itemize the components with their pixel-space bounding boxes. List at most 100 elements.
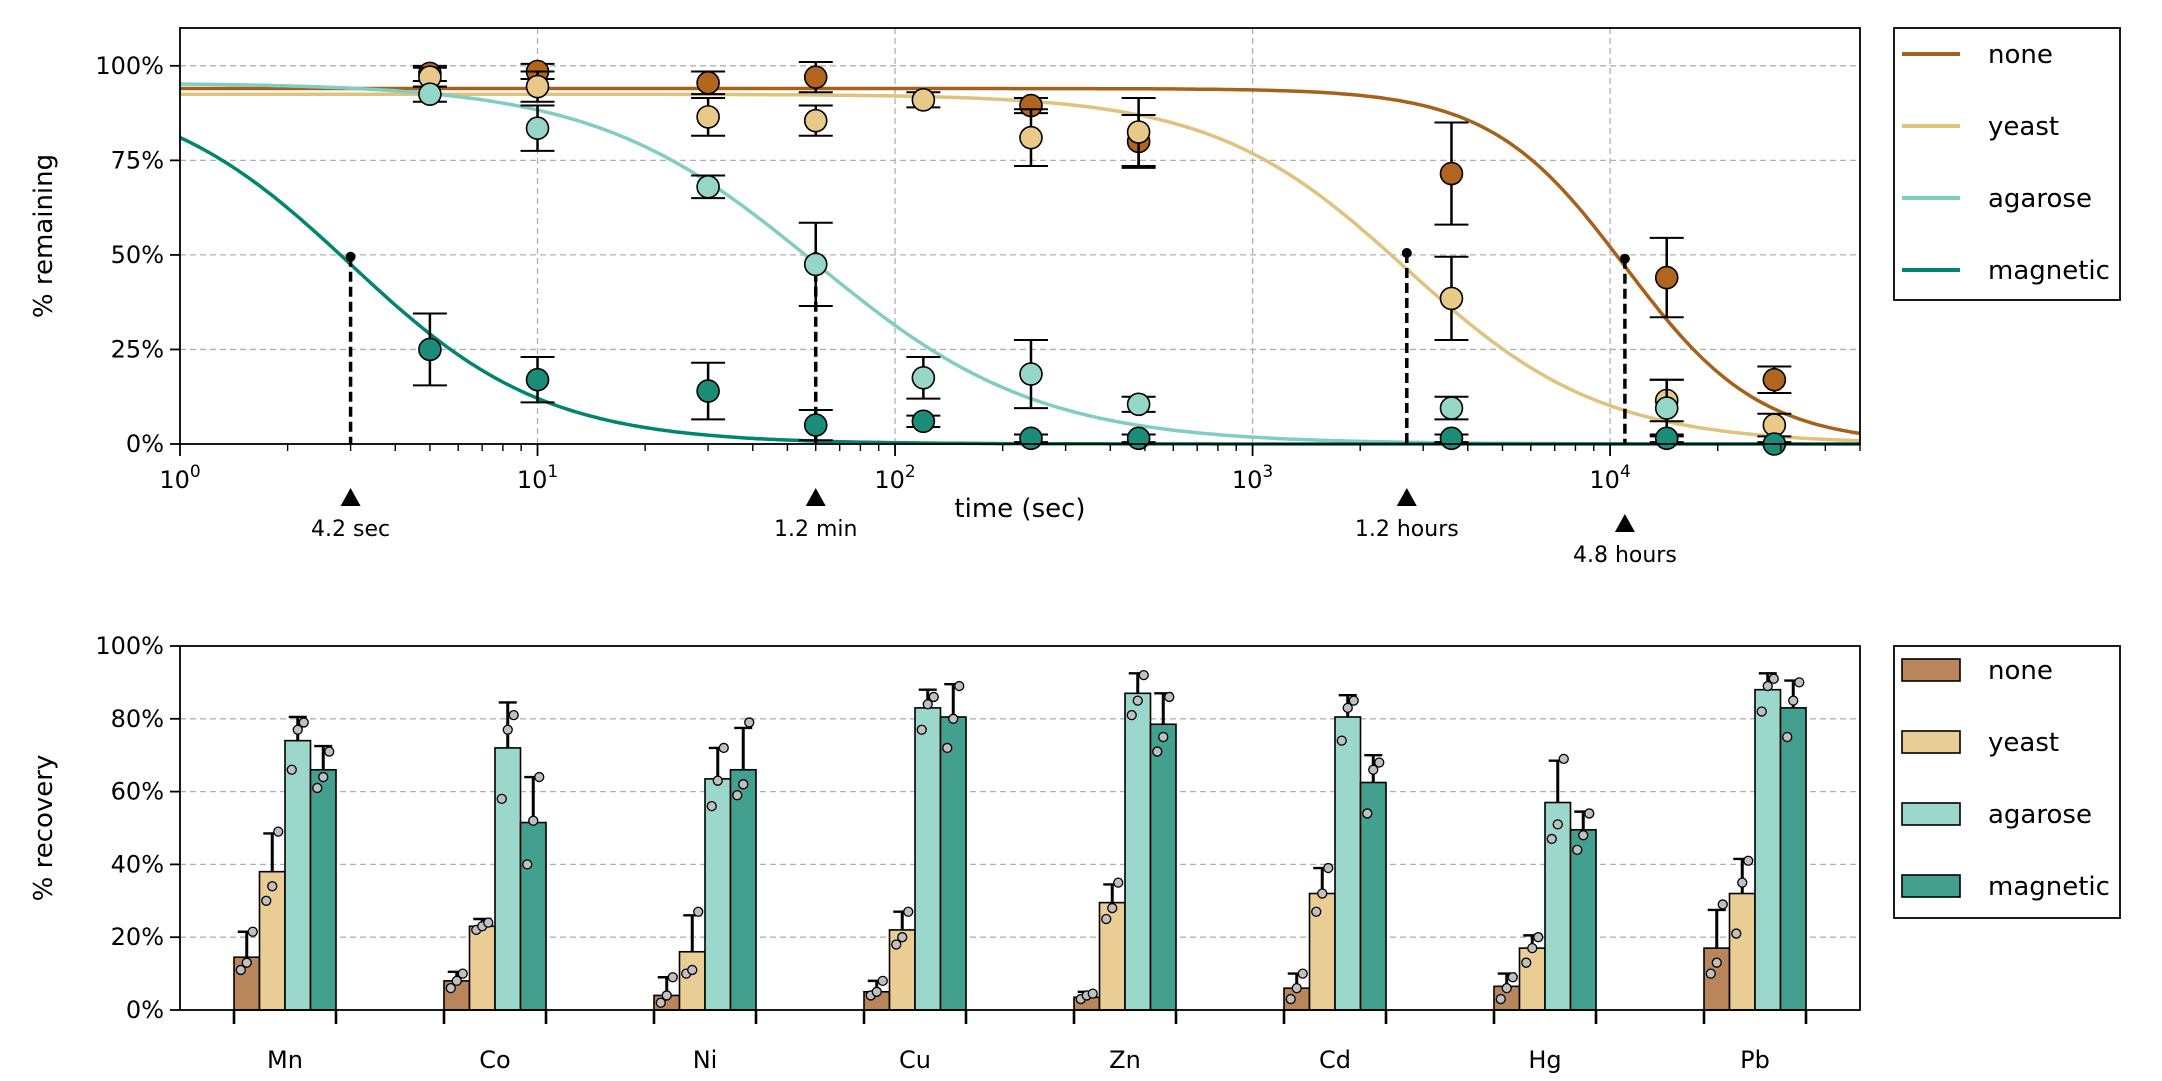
legend-swatch [1901, 730, 1961, 754]
bar [1518, 947, 1546, 1011]
data-point [803, 65, 828, 89]
replicate-dot [1737, 877, 1748, 888]
replicate-dot [1132, 695, 1143, 706]
legend-label: agarose [1988, 184, 2092, 214]
data-point [1439, 286, 1464, 311]
category-label: Cu [899, 1046, 931, 1074]
replicate-dot [897, 932, 908, 943]
replicate-dot [1762, 680, 1773, 692]
y-tick-label: 60% [111, 778, 164, 806]
replicate-dot [1087, 988, 1098, 999]
replicate-dot [1546, 833, 1557, 845]
replicate-dot [298, 717, 309, 728]
replicate-dot [1584, 808, 1595, 819]
replicate-dot [661, 990, 672, 1001]
replicate-dot [1552, 819, 1563, 830]
bar [494, 747, 522, 1011]
replicate-dot [522, 859, 533, 870]
legend-label: none [1988, 656, 2053, 686]
bar [1359, 781, 1387, 1011]
replicate-dot [877, 975, 888, 987]
replicate-dot [1527, 942, 1538, 954]
data-point [1762, 367, 1787, 392]
legend-label: agarose [1988, 800, 2092, 830]
replicate-dot [1311, 906, 1322, 917]
decay-axes: 100 101 102 103 104 0% 25% 50% 75% 100% 4.2 sec 1.2… [95, 27, 1861, 568]
data-point [803, 108, 828, 133]
bar [258, 870, 286, 1011]
replicate-dot [1572, 844, 1583, 855]
data-point [418, 337, 442, 362]
replicate-dot [1113, 877, 1124, 888]
category-label: Mn [267, 1046, 303, 1074]
replicate-dot [445, 983, 456, 994]
decay-x-axis-title: time (sec) [954, 494, 1085, 524]
legend-label: magnetic [1988, 256, 2110, 286]
replicate-dot [1558, 753, 1569, 764]
replicate-dot [1348, 695, 1359, 706]
recovery-legend: none yeast agarose magnetic [1893, 645, 2121, 919]
data-point [911, 88, 936, 112]
half-life-markers [345, 248, 1630, 444]
replicate-dot [1788, 695, 1799, 706]
replicate-dot [718, 742, 729, 754]
replicate-dot [247, 926, 258, 937]
y-tick-label: 20% [111, 923, 164, 951]
replicate-dot [1578, 830, 1589, 841]
half-life-label: 1.2 min [774, 517, 857, 542]
series-curve [179, 136, 1860, 446]
replicate-dot [928, 691, 939, 703]
replicate-dot [1768, 673, 1779, 684]
y-tick-label: 0% [126, 430, 164, 458]
data-point [1439, 396, 1464, 420]
half-life-arrow [805, 488, 826, 506]
plot-frame [179, 645, 1861, 1011]
bar [284, 739, 312, 1011]
bar [914, 707, 942, 1011]
plot-frame [179, 27, 1861, 445]
bar [1703, 947, 1731, 1011]
decay-points [412, 59, 1792, 456]
replicate-dot [1731, 928, 1742, 939]
replicate-dot [712, 775, 723, 786]
replicate-dot [273, 826, 284, 837]
replicate-dot [1107, 902, 1118, 914]
data-point [1654, 396, 1679, 420]
replicate-dot [235, 964, 246, 976]
bar [1334, 716, 1362, 1011]
replicate-dot [241, 957, 252, 968]
bar [1728, 892, 1756, 1011]
bar [939, 716, 967, 1011]
recovery-bars [233, 669, 1807, 1011]
replicate-dot [318, 771, 329, 783]
replicate-dot [1342, 702, 1353, 714]
replicate-dot [1495, 993, 1506, 1005]
legend-label: yeast [1988, 728, 2059, 758]
data-point [911, 409, 936, 434]
half-life-label: 1.2 hours [1355, 517, 1459, 542]
bar [468, 925, 496, 1011]
replicate-dot [496, 793, 507, 805]
data-point [696, 379, 720, 403]
series-curve [180, 86, 1861, 436]
data-point [1439, 161, 1464, 186]
replicate-dot [871, 986, 882, 997]
y-tick-label: 100% [95, 632, 164, 660]
replicate-dot [1291, 983, 1302, 994]
data-point [1019, 362, 1043, 386]
data-point [525, 367, 550, 392]
bar [1124, 692, 1152, 1011]
y-tick-label: 50% [111, 241, 164, 269]
replicate-dot [1126, 710, 1137, 721]
replicate-dot [1533, 932, 1544, 943]
replicate-dot [1138, 669, 1149, 681]
legend-label: magnetic [1988, 872, 2110, 902]
replicate-dot [292, 724, 303, 735]
decay-y-axis-title: % remaining [29, 154, 59, 318]
replicate-dot [1782, 731, 1793, 743]
data-point [1126, 120, 1151, 144]
replicate-dot [502, 724, 513, 735]
recovery-y-axis-title: % recovery [29, 755, 59, 902]
y-tick-label: 40% [111, 850, 164, 878]
